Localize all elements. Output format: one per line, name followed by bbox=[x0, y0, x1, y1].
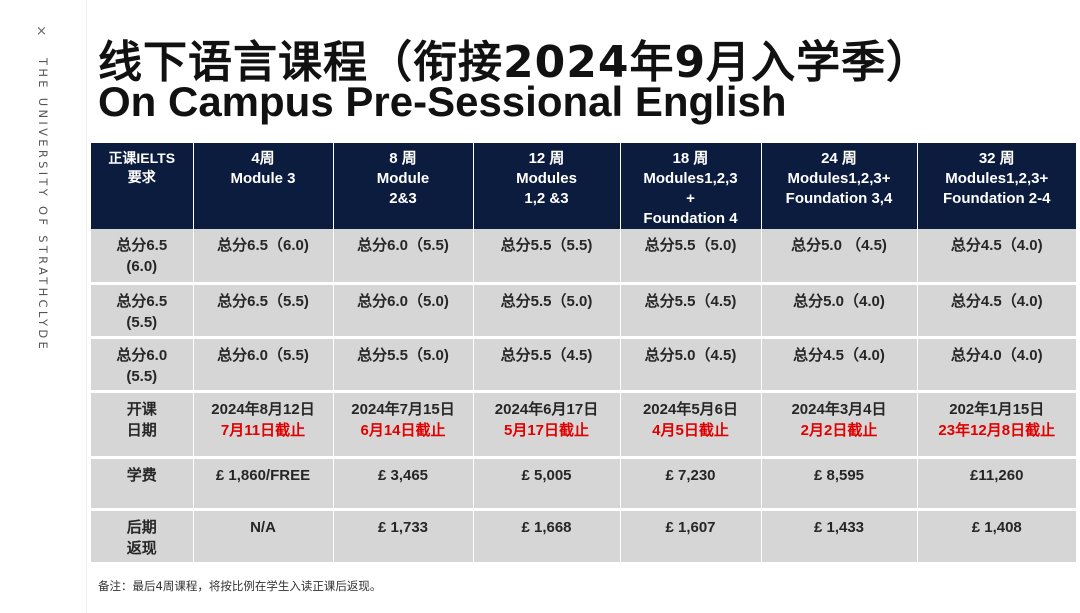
table-cell: 总分5.5（5.5) bbox=[473, 229, 621, 285]
table-cell: 总分5.5（4.5) bbox=[620, 283, 762, 339]
side-divider bbox=[86, 0, 87, 613]
application-deadline: 2月2日截止 bbox=[800, 421, 878, 439]
table-cell: 总分5.5（5.0) bbox=[473, 283, 621, 339]
tuition-cell: £ 3,465 bbox=[333, 457, 474, 511]
table-cell: 总分6.0（5.5) bbox=[333, 229, 474, 285]
table-cell: 总分6.0（5.5) bbox=[193, 337, 334, 393]
table-cell: 总分4.5（4.0) bbox=[917, 283, 1076, 339]
table-cell: 总分5.0 （4.5) bbox=[761, 229, 918, 285]
application-deadline: 7月11日截止 bbox=[220, 421, 306, 439]
table-cell: 总分5.5（5.0) bbox=[333, 337, 474, 393]
start-date-cell: 2024年8月12日 7月11日截止 bbox=[193, 391, 334, 459]
university-name: THE UNIVERSITY OF STRATHCLYDE bbox=[36, 58, 50, 353]
table-cell: 总分5.5（4.5) bbox=[473, 337, 621, 393]
start-date-cell: 2024年3月4日 2月2日截止 bbox=[761, 391, 918, 459]
start-date: 2024年6月17日 bbox=[494, 400, 599, 418]
table-row-tuition: 学费 £ 1,860/FREE £ 3,465 £ 5,005 £ 7,230 … bbox=[91, 457, 1076, 511]
start-date-cell: 2024年6月17日 5月17日截止 bbox=[473, 391, 621, 459]
rebate-cell: £ 1,408 bbox=[917, 509, 1076, 565]
footnote: 备注：最后4周课程，将按比例在学生入读正课后返现。 bbox=[98, 579, 382, 593]
header-24-weeks: 24 周 Modules1,2,3+ Foundation 3,4 bbox=[761, 143, 918, 229]
table-row-score-2: 总分6.5 (5.5) 总分6.5（5.5) 总分6.0（5.0) 总分5.5（… bbox=[91, 283, 1076, 339]
tuition-cell: £ 8,595 bbox=[761, 457, 918, 511]
start-date: 2024年7月15日 bbox=[351, 400, 455, 418]
table-cell: 总分6.5（5.5) bbox=[193, 283, 334, 339]
application-deadline: 4月5日截止 bbox=[652, 421, 729, 439]
tuition-cell: £ 7,230 bbox=[620, 457, 762, 511]
rebate-cell: £ 1,607 bbox=[620, 509, 762, 565]
row-label: 总分6.0 (5.5) bbox=[91, 337, 194, 393]
table-row-score-3: 总分6.0 (5.5) 总分6.0（5.5) 总分5.5（5.0) 总分5.5（… bbox=[91, 337, 1076, 393]
table-cell: 总分4.5（4.0) bbox=[761, 337, 918, 393]
header-32-weeks: 32 周 Modules1,2,3+ Foundation 2-4 bbox=[917, 143, 1076, 229]
start-date-cell: 2024年7月15日 6月14日截止 bbox=[333, 391, 474, 459]
row-label: 后期 返现 bbox=[91, 509, 194, 565]
header-18-weeks: 18 周 Modules1,2,3 + Foundation 4 bbox=[620, 143, 762, 229]
row-label: 总分6.5 (5.5) bbox=[91, 283, 194, 339]
table-header-row: 正课IELTS 要求 4周 Module 3 8 周 Module 2&3 12… bbox=[91, 143, 1076, 229]
start-date: 202年1月15日 bbox=[949, 400, 1045, 418]
table-cell: 总分6.5（6.0) bbox=[193, 229, 334, 285]
page-title-chinese: 线下语言课程（衔接2024年9月入学季） bbox=[98, 37, 932, 88]
header-12-weeks: 12 周 Modules 1,2 &3 bbox=[473, 143, 621, 229]
rebate-cell: N/A bbox=[193, 509, 334, 565]
table-cell: 总分6.0（5.0) bbox=[333, 283, 474, 339]
start-date-cell: 202年1月15日 23年12月8日截止 bbox=[917, 391, 1076, 459]
table-cell: 总分5.0（4.0) bbox=[761, 283, 918, 339]
header-4-weeks: 4周 Module 3 bbox=[193, 143, 334, 229]
table-cell: 总分4.5（4.0) bbox=[917, 229, 1076, 285]
start-date-cell: 2024年5月6日 4月5日截止 bbox=[620, 391, 762, 459]
table-row-rebate: 后期 返现 N/A £ 1,733 £ 1,668 £ 1,607 £ 1,43… bbox=[91, 509, 1076, 565]
application-deadline: 23年12月8日截止 bbox=[938, 421, 1056, 439]
table-cell: 总分4.0（4.0) bbox=[917, 337, 1076, 393]
course-table: 正课IELTS 要求 4周 Module 3 8 周 Module 2&3 12… bbox=[91, 143, 1076, 565]
row-label: 开课 日期 bbox=[91, 391, 194, 459]
application-deadline: 6月14日截止 bbox=[360, 421, 446, 439]
start-date: 2024年5月6日 bbox=[642, 400, 739, 418]
row-label: 学费 bbox=[91, 457, 194, 511]
row-label: 总分6.5 (6.0) bbox=[91, 229, 194, 285]
table-cell: 总分5.5（5.0) bbox=[620, 229, 762, 285]
rebate-cell: £ 1,433 bbox=[761, 509, 918, 565]
application-deadline: 5月17日截止 bbox=[503, 421, 590, 439]
table-cell: 总分5.0（4.5) bbox=[620, 337, 762, 393]
rebate-cell: £ 1,668 bbox=[473, 509, 621, 565]
start-date: 2024年3月4日 bbox=[791, 400, 887, 418]
start-date: 2024年8月12日 bbox=[211, 400, 315, 418]
close-icon: × bbox=[36, 24, 47, 39]
tuition-cell: £11,260 bbox=[917, 457, 1076, 511]
header-8-weeks: 8 周 Module 2&3 bbox=[333, 143, 474, 229]
rebate-cell: £ 1,733 bbox=[333, 509, 474, 565]
side-brand-strip: × THE UNIVERSITY OF STRATHCLYDE bbox=[0, 0, 86, 613]
header-ielts-requirement: 正课IELTS 要求 bbox=[91, 143, 194, 229]
tuition-cell: £ 1,860/FREE bbox=[193, 457, 334, 511]
table-row-score-1: 总分6.5 (6.0) 总分6.5（6.0) 总分6.0（5.5) 总分5.5（… bbox=[91, 229, 1076, 285]
page-title-english: On Campus Pre-Sessional English bbox=[98, 78, 787, 125]
table-row-start-date: 开课 日期 2024年8月12日 7月11日截止 2024年7月15日 6月14… bbox=[91, 391, 1076, 459]
tuition-cell: £ 5,005 bbox=[473, 457, 621, 511]
